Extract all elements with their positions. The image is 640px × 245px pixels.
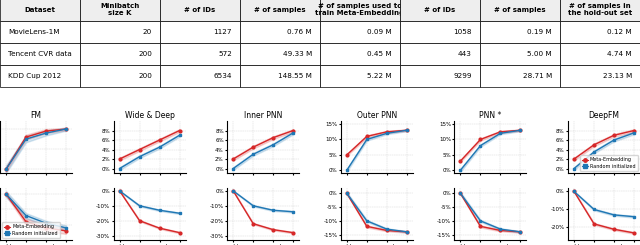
Legend: Meta-Embedding, Random initialized: Meta-Embedding, Random initialized xyxy=(3,222,60,238)
Legend: Meta-Embedding, Random initialized: Meta-Embedding, Random initialized xyxy=(580,156,637,171)
Title: FM: FM xyxy=(31,111,42,120)
Title: PNN *: PNN * xyxy=(479,111,502,120)
Title: Inner PNN: Inner PNN xyxy=(244,111,282,120)
Title: Outer PNN: Outer PNN xyxy=(356,111,397,120)
Title: Wide & Deep: Wide & Deep xyxy=(125,111,175,120)
Title: DeepFM: DeepFM xyxy=(589,111,620,120)
